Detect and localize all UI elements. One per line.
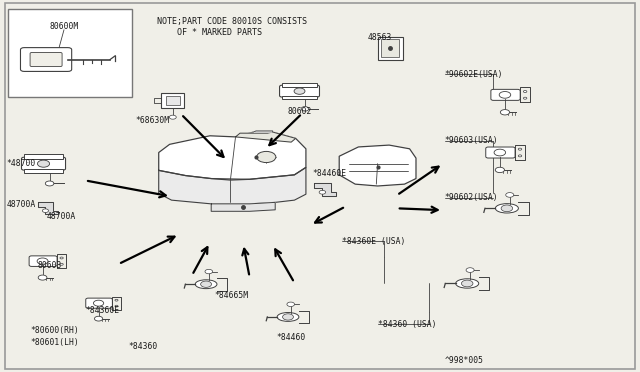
Text: *68630M: *68630M	[136, 116, 170, 125]
Circle shape	[38, 275, 47, 280]
Text: 80602: 80602	[287, 107, 312, 116]
Text: *84460E: *84460E	[312, 169, 346, 178]
Text: 48563: 48563	[368, 33, 392, 42]
Polygon shape	[253, 131, 273, 132]
Text: *84360 (USA): *84360 (USA)	[378, 320, 436, 329]
Circle shape	[500, 110, 509, 115]
Text: 48700A: 48700A	[47, 212, 76, 221]
Bar	[24, 154, 63, 159]
Circle shape	[524, 90, 527, 93]
Circle shape	[461, 280, 473, 287]
Bar	[378, 37, 403, 60]
Text: *80600(RH): *80600(RH)	[31, 326, 79, 335]
Circle shape	[170, 115, 176, 119]
Circle shape	[37, 160, 50, 167]
Text: 80600M: 80600M	[49, 22, 79, 31]
Circle shape	[60, 263, 63, 265]
Ellipse shape	[195, 280, 217, 289]
Circle shape	[301, 107, 308, 111]
Text: *84360: *84360	[128, 342, 157, 351]
Text: 48700A: 48700A	[6, 200, 36, 209]
Circle shape	[319, 190, 326, 194]
Circle shape	[257, 151, 276, 163]
Text: *84360E (USA): *84360E (USA)	[342, 237, 406, 246]
Circle shape	[466, 268, 474, 272]
Circle shape	[95, 316, 102, 321]
FancyBboxPatch shape	[20, 48, 72, 71]
FancyBboxPatch shape	[280, 85, 319, 97]
Ellipse shape	[456, 279, 479, 288]
Text: *90602E(USA): *90602E(USA)	[445, 70, 503, 79]
Polygon shape	[211, 202, 275, 211]
Text: *48700: *48700	[6, 159, 36, 168]
Polygon shape	[159, 132, 306, 180]
Circle shape	[205, 269, 212, 274]
Circle shape	[42, 209, 49, 212]
Circle shape	[201, 281, 211, 287]
Polygon shape	[339, 145, 416, 186]
Polygon shape	[236, 132, 296, 142]
Circle shape	[495, 167, 504, 173]
Text: *84360E: *84360E	[85, 306, 119, 315]
Bar	[8, 9, 132, 97]
Text: *90602(USA): *90602(USA)	[445, 193, 499, 202]
Circle shape	[115, 305, 118, 307]
Polygon shape	[159, 167, 306, 204]
FancyBboxPatch shape	[486, 147, 515, 158]
Polygon shape	[314, 183, 336, 196]
Text: *90603(USA): *90603(USA)	[445, 136, 499, 145]
FancyBboxPatch shape	[161, 93, 184, 108]
Bar	[282, 96, 317, 99]
Circle shape	[37, 258, 48, 264]
Circle shape	[93, 300, 104, 306]
Text: 80603: 80603	[38, 261, 62, 270]
Circle shape	[287, 302, 294, 307]
Text: *84460: *84460	[276, 333, 306, 342]
Text: OF * MARKED PARTS: OF * MARKED PARTS	[157, 28, 262, 37]
Bar	[166, 96, 180, 105]
Polygon shape	[38, 202, 58, 214]
FancyBboxPatch shape	[30, 52, 62, 67]
Circle shape	[60, 257, 63, 259]
Circle shape	[501, 205, 513, 212]
FancyBboxPatch shape	[29, 256, 57, 266]
Ellipse shape	[277, 312, 299, 321]
Circle shape	[115, 299, 118, 301]
FancyBboxPatch shape	[491, 89, 520, 100]
Circle shape	[494, 149, 506, 156]
Circle shape	[518, 155, 522, 157]
FancyBboxPatch shape	[86, 298, 113, 308]
Text: ^998*005: ^998*005	[445, 356, 484, 365]
Text: *80601(LH): *80601(LH)	[31, 339, 79, 347]
Circle shape	[45, 181, 54, 186]
Circle shape	[282, 314, 293, 320]
Text: *84665M: *84665M	[214, 291, 248, 300]
Circle shape	[294, 88, 305, 94]
Bar	[282, 83, 317, 87]
Ellipse shape	[495, 203, 518, 213]
Bar	[24, 169, 63, 173]
Circle shape	[518, 148, 522, 150]
Circle shape	[506, 193, 514, 197]
Circle shape	[524, 97, 527, 99]
FancyBboxPatch shape	[22, 157, 65, 170]
Circle shape	[499, 92, 511, 98]
Text: NOTE;PART CODE 80010S CONSISTS: NOTE;PART CODE 80010S CONSISTS	[157, 17, 307, 26]
Bar	[381, 39, 399, 57]
